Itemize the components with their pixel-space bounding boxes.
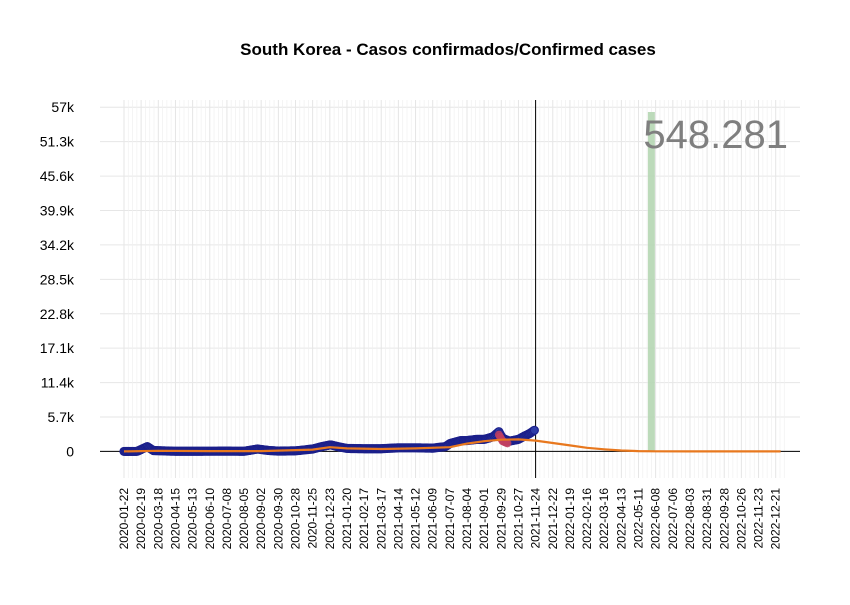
y-tick-label: 22.8k [40, 306, 75, 322]
x-tick-label: 2020-11-25 [306, 488, 320, 549]
x-tick-label: 2021-04-14 [391, 488, 405, 550]
x-tick-label: 2022-12-21 [769, 488, 783, 550]
x-tick-label: 2021-11-24 [529, 488, 543, 549]
x-tick-label: 2022-05-11 [632, 488, 646, 549]
x-tick-label: 2022-11-23 [752, 488, 766, 549]
x-tick-label: 2020-07-08 [220, 488, 234, 550]
y-tick-label: 0 [66, 443, 74, 459]
x-tick-label: 2022-01-19 [563, 488, 577, 550]
x-tick-label: 2021-06-09 [426, 488, 440, 550]
x-tick-label: 2020-03-18 [151, 488, 165, 550]
x-tick-label: 2022-07-06 [666, 488, 680, 550]
x-tick-label: 2020-04-15 [168, 488, 182, 550]
x-tick-label: 2022-08-31 [700, 488, 714, 550]
peak-annotation: 548.281 [643, 113, 788, 157]
y-tick-label: 34.2k [40, 237, 75, 253]
chart-title: South Korea - Casos confirmados/Confirme… [240, 40, 656, 59]
fitted-curve-series [123, 438, 781, 453]
x-tick-label: 2020-10-28 [289, 488, 303, 550]
x-tick-label: 2021-09-01 [477, 488, 491, 550]
y-tick-labels: 0 5.7k 11.4k 17.1k 22.8k 28.5k 34.2k 39.9k 45.6k… [40, 99, 75, 459]
x-tick-label: 2020-09-30 [271, 488, 285, 550]
x-tick-label: 2022-03-16 [597, 488, 611, 550]
x-tick-label: 2022-02-16 [580, 488, 594, 550]
x-tick-label: 2021-10-27 [511, 488, 525, 550]
y-tick-label: 17.1k [40, 340, 75, 356]
x-tick-label: 2020-12-23 [323, 488, 337, 550]
x-tick-label: 2021-01-20 [340, 488, 354, 550]
x-tick-label: 2020-05-13 [186, 488, 200, 550]
peak-band [647, 112, 655, 452]
x-tick-labels: 2020-01-22 2020-02-19 2020-03-18 2020-04-15… [117, 488, 783, 550]
x-tick-label: 2022-08-03 [683, 488, 697, 550]
x-tick-label: 2020-02-19 [134, 488, 148, 550]
x-tick-label: 2022-04-13 [614, 488, 628, 550]
y-tick-label: 28.5k [40, 271, 75, 287]
highlight-point [503, 439, 512, 448]
x-tick-label: 2021-12-22 [546, 488, 560, 550]
y-tick-label: 11.4k [41, 375, 75, 391]
x-tick-label: 2021-09-29 [494, 488, 508, 550]
fitted-curve [123, 438, 781, 453]
x-tick-label: 2021-02-17 [357, 488, 371, 550]
grid-lines [100, 100, 800, 478]
case-point [529, 425, 539, 435]
x-tick-label: 2021-08-04 [460, 488, 474, 550]
x-tick-label: 2020-09-02 [254, 488, 268, 550]
y-tick-label: 57k [51, 99, 75, 115]
x-tick-label: 2020-06-10 [203, 488, 217, 550]
y-tick-label: 51.3k [40, 134, 75, 150]
x-tick-label: 2020-08-05 [237, 488, 251, 550]
x-tick-label: 2021-07-07 [443, 488, 457, 550]
y-tick-label: 5.7k [48, 409, 75, 425]
y-tick-label: 45.6k [40, 168, 75, 184]
x-tick-label: 2022-06-08 [649, 488, 663, 550]
x-tick-label: 2021-03-17 [374, 488, 388, 550]
x-tick-label: 2021-05-12 [409, 488, 423, 550]
x-tick-label: 2022-10-26 [734, 488, 748, 550]
x-tick-label: 2022-09-28 [717, 488, 731, 550]
y-tick-label: 39.9k [40, 203, 75, 219]
x-tick-label: 2020-01-22 [117, 488, 131, 550]
peak-band-layer [647, 112, 655, 452]
